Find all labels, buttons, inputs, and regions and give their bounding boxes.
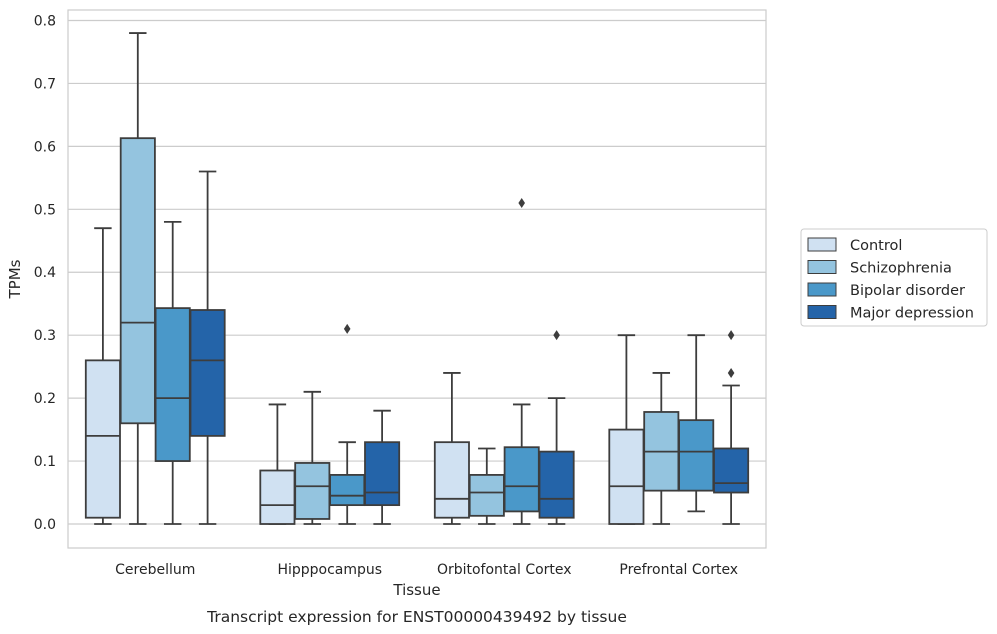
legend-label-1: Schizophrenia [850, 261, 952, 277]
box-iqr [259, 469, 296, 525]
box-iqr [364, 441, 401, 507]
y-axis-label: TPMs [6, 259, 24, 299]
outlier-point [727, 330, 735, 341]
legend: Control Schizophrenia Bipolar disorder Majo… [800, 228, 988, 327]
legend-label-2: Bipolar disorder [850, 283, 965, 299]
legend-label-3: Major depression [850, 306, 974, 322]
x-axis-label: Tissue [392, 581, 440, 599]
y-axis-ticks: 0.0 0.1 0.2 0.3 0.4 0.5 0.6 0.7 0.8 [34, 13, 56, 533]
box-iqr [189, 309, 226, 437]
box-iqr [468, 474, 505, 517]
box-iqr [433, 441, 470, 519]
x-tick-label: Orbitofontal Cortex [437, 562, 572, 578]
y-tick-label: 0.3 [34, 328, 56, 344]
outlier-point [518, 198, 525, 209]
box-iqr [294, 462, 331, 520]
box-iqr [608, 428, 645, 525]
outlier-point [343, 323, 351, 334]
box-3-3 [713, 330, 750, 525]
box-1-2 [329, 323, 366, 525]
box-3-1 [643, 372, 680, 525]
x-tick-label: Hipppocampus [277, 562, 382, 578]
box-iqr [329, 474, 366, 507]
outlier-point [553, 330, 560, 341]
box-1-3 [364, 409, 401, 525]
box-iqr [84, 359, 121, 519]
y-tick-label: 0.8 [34, 13, 56, 29]
legend-swatch-1 [807, 260, 837, 274]
box-iqr [678, 419, 715, 492]
box-1-0 [259, 403, 296, 525]
box-3-2 [678, 334, 715, 513]
legend-swatch-0 [807, 237, 837, 252]
box-2-0 [433, 372, 470, 525]
box-2-3 [538, 330, 575, 525]
box-0-3 [189, 170, 226, 525]
legend-label-0: Control [850, 238, 902, 254]
y-tick-label: 0.1 [34, 454, 56, 470]
x-axis-ticks: Cerebellum Hipppocampus Orbitofontal Corte… [115, 562, 738, 578]
chart-caption: Transcript expression for ENST0000043949… [206, 608, 627, 626]
y-tick-label: 0.5 [34, 202, 56, 218]
plot-frame [67, 9, 767, 549]
y-tick-label: 0.0 [34, 517, 56, 533]
y-tick-label: 0.4 [34, 265, 56, 281]
boxes-layer [84, 32, 750, 525]
legend-swatch-3 [807, 305, 837, 319]
y-tick-label: 0.2 [34, 391, 56, 407]
y-tick-label: 0.6 [34, 139, 56, 155]
legend-swatch-2 [807, 282, 837, 297]
box-2-1 [468, 447, 505, 525]
box-iqr [154, 307, 191, 462]
legend-frame [800, 228, 988, 327]
x-tick-label: Cerebellum [115, 562, 195, 578]
y-tick-label: 0.7 [34, 76, 56, 92]
box-iqr [538, 450, 575, 519]
outlier-point [727, 367, 735, 378]
box-iqr [713, 447, 750, 494]
x-tick-label: Prefrontal Cortex [619, 562, 738, 578]
box-0-0 [84, 227, 121, 525]
box-0-1 [119, 32, 156, 525]
box-3-0 [608, 334, 645, 525]
box-0-2 [154, 220, 191, 525]
box-iqr [503, 446, 540, 513]
box-iqr [119, 137, 156, 425]
